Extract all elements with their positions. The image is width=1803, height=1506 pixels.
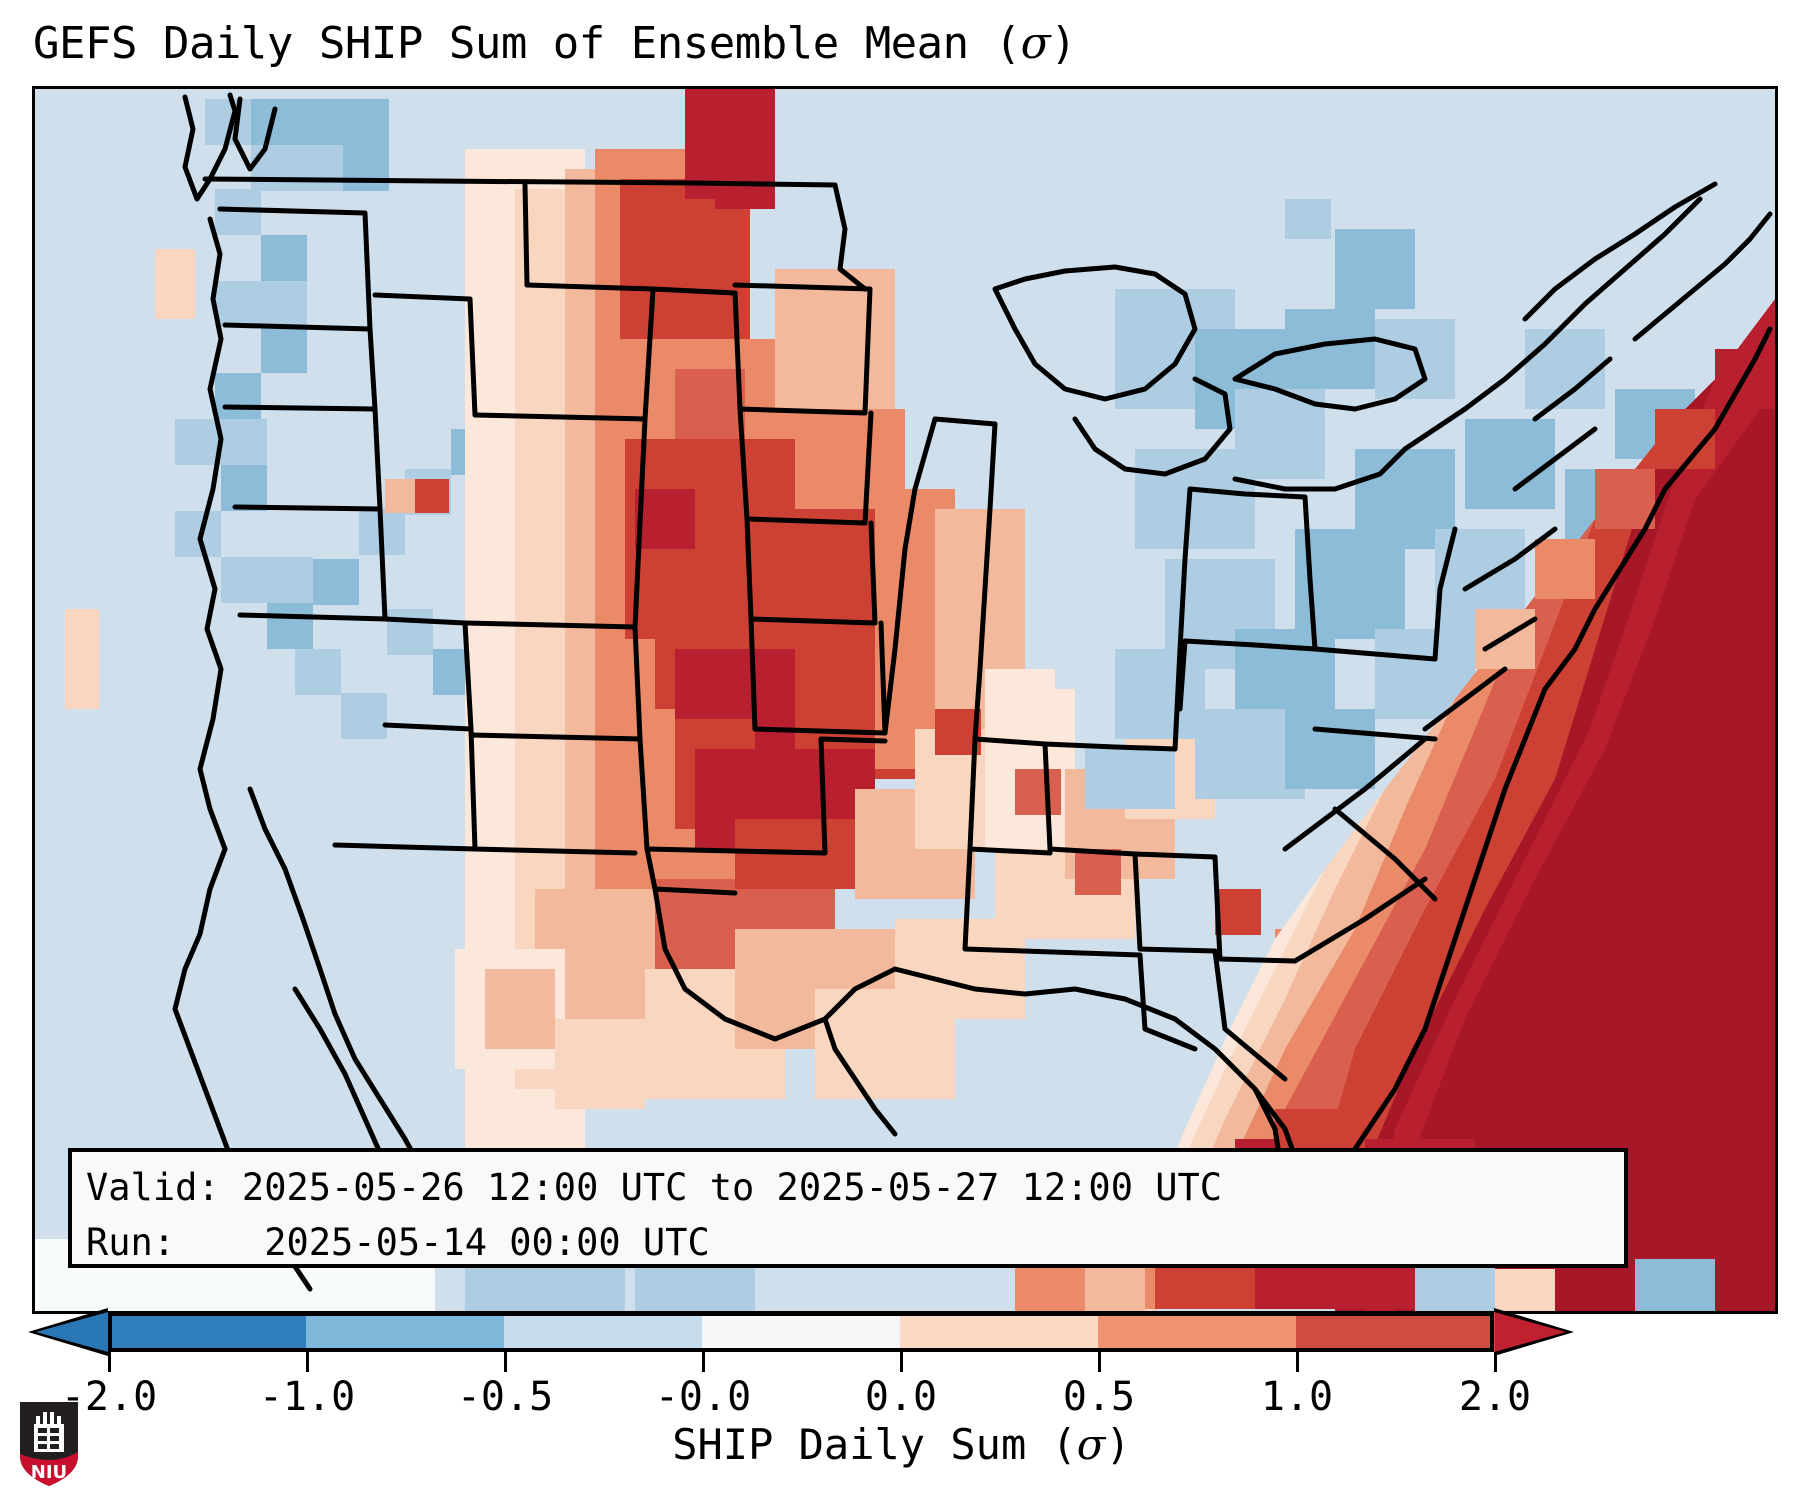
- page-title: GEFS Daily SHIP Sum of Ensemble Mean (σ): [33, 18, 1077, 69]
- map-raster: [35, 89, 1775, 1311]
- sigma-symbol: σ: [1020, 18, 1051, 69]
- colorbar-tick: [1296, 1352, 1299, 1372]
- xlabel-prefix: SHIP Daily Sum (: [672, 1420, 1077, 1469]
- colorbar-tick: [900, 1352, 903, 1372]
- colorbar-segment: [1296, 1312, 1495, 1352]
- colorbar-tick: [702, 1352, 705, 1372]
- colorbar-tick-label: 0.5: [1062, 1374, 1136, 1420]
- colorbar-tick-label: -0.5: [456, 1374, 554, 1420]
- colorbar-segment: [504, 1312, 703, 1352]
- colorbar-segment: [306, 1312, 505, 1352]
- niu-logo-text: NIU: [31, 1462, 67, 1483]
- valid-run-info-box: Valid: 2025-05-26 12:00 UTC to 2025-05-2…: [68, 1148, 1628, 1268]
- colorbar-tick: [504, 1352, 507, 1372]
- colorbar-axis-label: SHIP Daily Sum (σ): [0, 1420, 1803, 1469]
- colorbar-segment: [702, 1312, 901, 1352]
- map-panel[interactable]: [32, 86, 1778, 1314]
- xlabel-sigma: σ: [1076, 1420, 1106, 1469]
- colorbar-segment: [900, 1312, 1099, 1352]
- title-prefix: GEFS Daily SHIP Sum of Ensemble Mean (: [33, 18, 1021, 69]
- colorbar-segment: [1098, 1312, 1297, 1352]
- xlabel-suffix: ): [1105, 1420, 1131, 1469]
- colorbar-tick-label: -1.0: [258, 1374, 356, 1420]
- colorbar-segments: [108, 1312, 1495, 1352]
- colorbar-tick-label: 2.0: [1458, 1374, 1532, 1420]
- colorbar-under-extend: [36, 1312, 108, 1352]
- colorbar[interactable]: -2.0 -1.0 -0.5 -0.0 0.0 0.5 1.0 2.0: [0, 1308, 1803, 1420]
- title-suffix: ): [1050, 18, 1077, 69]
- colorbar-tick-label: -0.0: [654, 1374, 752, 1420]
- colorbar-tick: [1494, 1352, 1497, 1372]
- colorbar-tick: [306, 1352, 309, 1372]
- colorbar-segment: [108, 1312, 307, 1352]
- colorbar-tick: [108, 1352, 111, 1372]
- run-line: Run: 2025-05-14 00:00 UTC: [86, 1221, 710, 1264]
- niu-logo: NIU: [20, 1402, 78, 1486]
- colorbar-tick: [1098, 1352, 1101, 1372]
- colorbar-tick-label: 1.0: [1260, 1374, 1334, 1420]
- valid-line: Valid: 2025-05-26 12:00 UTC to 2025-05-2…: [86, 1166, 1223, 1209]
- colorbar-tick-label: 0.0: [864, 1374, 938, 1420]
- colorbar-over-extend: [1494, 1312, 1566, 1352]
